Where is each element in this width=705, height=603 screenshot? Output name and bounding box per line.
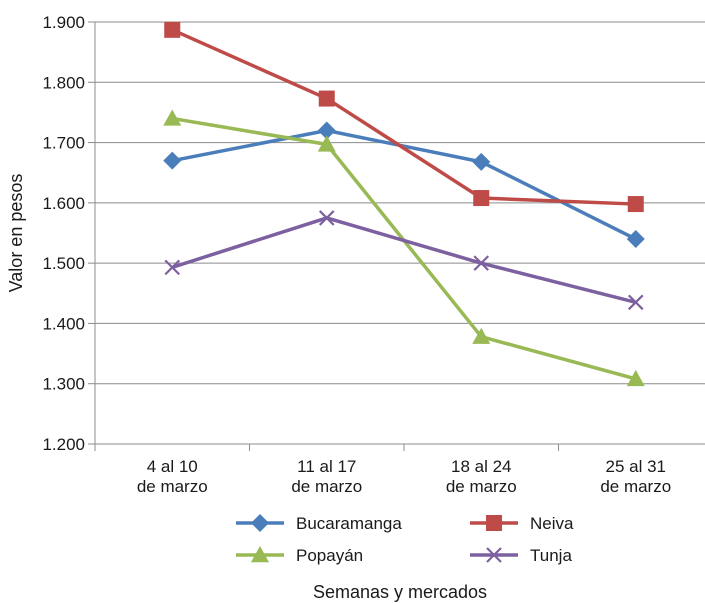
- data-point-neiva: [319, 91, 335, 107]
- legend-item-popayan: Popayán: [236, 546, 363, 565]
- y-tick-label: 1.900: [42, 13, 85, 32]
- y-tick-label: 1.200: [42, 435, 85, 454]
- y-tick-labels: 1.200 1.300 1.400 1.500 1.600 1.700 1.800 1.900: [42, 13, 85, 454]
- x-tick-label: 18 al 24 de marzo: [446, 457, 517, 496]
- legend-item-bucaramanga: Bucaramanga: [236, 514, 402, 533]
- y-axis-title: Valor en pesos: [6, 174, 26, 293]
- y-tick-label: 1.500: [42, 254, 85, 273]
- series-tunja: [165, 211, 643, 309]
- y-tick-label: 1.800: [42, 73, 85, 92]
- legend-label: Tunja: [530, 546, 572, 565]
- legend-label: Bucaramanga: [296, 514, 402, 533]
- series-line-popayan: [172, 118, 636, 378]
- legend-marker: [251, 514, 269, 532]
- data-point-bucaramanga: [163, 152, 181, 170]
- legend-label: Neiva: [530, 514, 574, 533]
- y-tick-label: 1.300: [42, 375, 85, 394]
- x-tick-label: 4 al 10 de marzo: [137, 457, 208, 496]
- data-point-neiva: [164, 22, 180, 38]
- series-line-neiva: [172, 30, 636, 204]
- legend-item-neiva: Neiva: [470, 514, 574, 533]
- series-line-tunja: [172, 218, 636, 302]
- x-tick-labels: 4 al 10 de marzo 11 al 17 de marzo 18 al 24 d…: [137, 457, 671, 496]
- series-neiva: [164, 22, 644, 212]
- legend-marker: [486, 515, 502, 531]
- y-tick-label: 1.400: [42, 314, 85, 333]
- grid-lines: [88, 22, 705, 451]
- legend-item-tunja: Tunja: [470, 546, 572, 565]
- series-layer: [163, 22, 645, 386]
- legend-label: Popayán: [296, 546, 363, 565]
- x-tick-label: 11 al 17 de marzo: [291, 457, 362, 496]
- x-tick-label: 25 al 31 de marzo: [600, 457, 671, 496]
- data-point-neiva: [628, 196, 644, 212]
- data-point-bucaramanga: [472, 153, 490, 171]
- data-point-neiva: [473, 190, 489, 206]
- y-tick-label: 1.700: [42, 134, 85, 153]
- legend: Bucaramanga Neiva Popayán Tunja: [236, 514, 574, 565]
- x-axis-title: Semanas y mercados: [313, 582, 487, 602]
- y-tick-label: 1.600: [42, 194, 85, 213]
- data-point-popayan: [163, 109, 181, 125]
- data-point-bucaramanga: [627, 230, 645, 248]
- series-bucaramanga: [163, 122, 645, 249]
